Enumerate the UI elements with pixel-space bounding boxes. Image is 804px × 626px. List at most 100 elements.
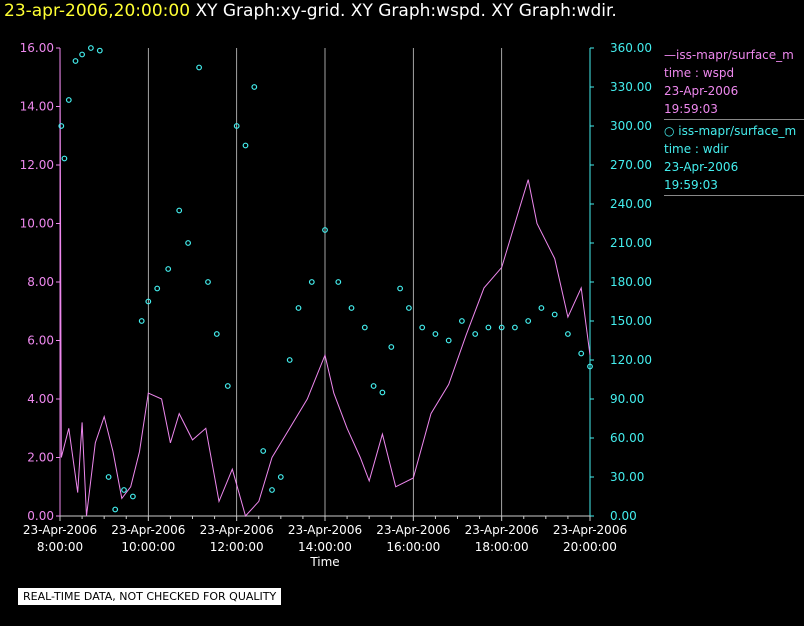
wdir-point [277, 474, 284, 480]
wdir-point [213, 331, 220, 337]
left-tick-label: 10.00 [20, 217, 54, 231]
wdir-point [472, 331, 479, 337]
x-tick-date: 23-Apr-2006 [288, 523, 362, 537]
x-tick-time: 14:00:00 [298, 540, 352, 554]
right-tick-label: 330.00 [610, 80, 652, 94]
wdir-point [196, 64, 203, 71]
wdir-point [370, 383, 377, 389]
legend-wspd-variable: time : wspd [664, 66, 735, 80]
x-ticks: 23-Apr-2006 8:00:00 23-Apr-2006 10:00:00 23-… [23, 516, 627, 554]
wdir-point [105, 474, 112, 480]
right-tick-label: 150.00 [610, 314, 652, 328]
wdir-point [485, 324, 492, 331]
wdir-point [397, 285, 404, 292]
wdir-point [525, 318, 532, 324]
wdir-point [96, 47, 103, 54]
wdir-point [498, 324, 505, 331]
wdir-point [512, 324, 518, 331]
wdir-point [205, 279, 211, 285]
wdir-point [112, 506, 119, 513]
wdir-point [286, 357, 293, 363]
wspd-series-line [59, 47, 591, 518]
wdir-point [65, 97, 72, 103]
legend-wspd-time: 19:59:03 [664, 102, 718, 116]
legend: —iss-mapr/surface_m time : wspd 23-Apr-2… [664, 46, 804, 198]
x-tick-time: 12:00:00 [210, 540, 264, 554]
wdir-point [361, 324, 368, 331]
x-tick-date: 23-Apr-2006 [111, 523, 185, 537]
right-tick-label: 180.00 [610, 275, 652, 289]
time-grid [147, 48, 503, 516]
x-tick-time: 8:00:00 [37, 540, 83, 554]
left-tick-label: 0.00 [27, 509, 54, 523]
right-tick-label: 270.00 [610, 158, 652, 172]
wdir-point [551, 311, 558, 318]
left-tick-label: 6.00 [27, 334, 54, 348]
quality-notice: REAL-TIME DATA, NOT CHECKED FOR QUALITY [18, 588, 282, 605]
x-tick-date: 23-Apr-2006 [376, 523, 450, 537]
right-tick-label: 90.00 [610, 392, 644, 406]
wdir-point [322, 227, 328, 233]
wdir-point [348, 305, 355, 311]
left-tick-label: 14.00 [20, 100, 54, 114]
legend-wdir-source: ○ iss-mapr/surface_m [664, 124, 797, 138]
wdir-point [176, 207, 183, 214]
wdir-point [587, 363, 593, 370]
wdir-point [295, 305, 302, 311]
x-tick-time: 16:00:00 [386, 540, 440, 554]
legend-entry-wspd: —iss-mapr/surface_m time : wspd 23-Apr-2… [664, 46, 804, 120]
x-tick-date: 23-Apr-2006 [200, 523, 274, 537]
right-tick-label: 300.00 [610, 119, 652, 133]
wdir-point [58, 123, 65, 129]
wdir-series-points [58, 45, 593, 513]
legend-wspd-date: 23-Apr-2006 [664, 84, 739, 98]
x-tick-time: 18:00:00 [475, 540, 529, 554]
x-tick-date: 23-Apr-2006 [23, 523, 97, 537]
wdir-point [565, 331, 571, 337]
wdir-point [72, 58, 79, 64]
wdir-point [145, 298, 152, 305]
graph-title: 23-apr-2006,20:00:00 XY Graph:xy-grid. X… [4, 0, 617, 22]
wdir-point [406, 305, 412, 311]
wdir-point [269, 487, 275, 493]
wdir-point [79, 51, 85, 58]
wdir-point [61, 155, 68, 162]
right-tick-label: 120.00 [610, 353, 652, 367]
left-tick-label: 16.00 [20, 41, 54, 55]
wdir-point [335, 279, 342, 285]
title-graph-list: XY Graph:xy-grid. XY Graph:wspd. XY Grap… [195, 1, 617, 21]
right-tick-label: 0.00 [610, 509, 637, 523]
wdir-point [129, 493, 136, 500]
title-timestamp: 23-apr-2006,20:00:00 [4, 1, 191, 21]
left-tick-label: 8.00 [27, 275, 54, 289]
wdir-point [233, 123, 240, 129]
wdir-point [308, 279, 315, 285]
wdir-point [459, 318, 465, 324]
wdir-point [138, 318, 145, 324]
legend-wspd-source: —iss-mapr/surface_m [664, 48, 794, 62]
wdir-point [578, 350, 585, 357]
wdir-point [165, 266, 172, 272]
x-tick-time: 10:00:00 [121, 540, 175, 554]
wdir-point [121, 487, 127, 493]
right-tick-label: 360.00 [610, 41, 652, 55]
wdir-point [87, 45, 94, 51]
wdir-point [379, 389, 386, 396]
wdir-point [419, 324, 426, 331]
wdir-point [242, 142, 249, 149]
legend-wdir-variable: time : wdir [664, 142, 729, 156]
x-tick-time: 20:00:00 [563, 540, 617, 554]
x-tick-date: 23-Apr-2006 [465, 523, 539, 537]
left-tick-label: 4.00 [27, 392, 54, 406]
wdir-point [538, 305, 545, 311]
left-tick-label: 12.00 [20, 158, 54, 172]
x-axis-label: Time [309, 555, 339, 569]
legend-wdir-time: 19:59:03 [664, 178, 718, 192]
x-tick-date: 23-Apr-2006 [553, 523, 627, 537]
wdir-point [154, 285, 161, 292]
right-tick-label: 30.00 [610, 470, 644, 484]
right-tick-label: 60.00 [610, 431, 644, 445]
right-y-ticks: 0.00 30.00 60.00 90.00 120.00 150.00 180.00 210… [590, 41, 652, 523]
wdir-point [224, 383, 231, 389]
